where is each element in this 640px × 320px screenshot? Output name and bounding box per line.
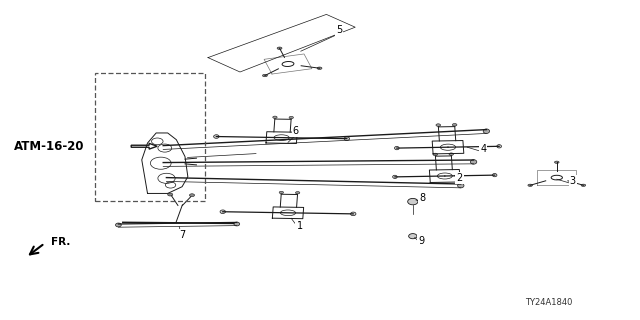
Bar	[95, 73, 205, 201]
Text: FR.: FR.	[51, 237, 70, 247]
Ellipse shape	[289, 116, 293, 119]
Ellipse shape	[214, 135, 219, 138]
Ellipse shape	[458, 183, 464, 188]
Ellipse shape	[351, 212, 356, 216]
Ellipse shape	[115, 223, 122, 227]
Ellipse shape	[581, 184, 586, 187]
Ellipse shape	[452, 124, 457, 126]
Text: 2: 2	[456, 172, 463, 183]
Ellipse shape	[220, 210, 225, 213]
Ellipse shape	[497, 145, 502, 148]
Text: TY24A1840: TY24A1840	[525, 298, 573, 307]
Ellipse shape	[408, 198, 418, 205]
Ellipse shape	[554, 161, 559, 164]
Ellipse shape	[279, 191, 284, 194]
Text: 4: 4	[480, 144, 486, 154]
Text: ATM-16-20: ATM-16-20	[14, 140, 84, 153]
Ellipse shape	[296, 192, 300, 194]
Ellipse shape	[317, 67, 322, 69]
Text: 7: 7	[179, 230, 186, 240]
Ellipse shape	[394, 147, 399, 150]
Ellipse shape	[393, 175, 397, 179]
Ellipse shape	[273, 116, 277, 118]
Text: 1: 1	[296, 220, 303, 231]
Ellipse shape	[492, 173, 497, 177]
Ellipse shape	[234, 222, 240, 226]
Ellipse shape	[436, 124, 440, 126]
Ellipse shape	[433, 153, 438, 156]
Ellipse shape	[262, 74, 268, 77]
Ellipse shape	[528, 184, 532, 187]
Ellipse shape	[277, 47, 282, 50]
Ellipse shape	[483, 129, 490, 133]
Ellipse shape	[168, 193, 173, 196]
Text: 6: 6	[292, 126, 299, 136]
Ellipse shape	[344, 137, 349, 140]
Ellipse shape	[409, 234, 417, 239]
Ellipse shape	[189, 194, 195, 196]
Ellipse shape	[449, 153, 454, 156]
Text: 8: 8	[419, 193, 426, 204]
Text: 9: 9	[418, 236, 424, 246]
Ellipse shape	[470, 160, 477, 164]
Text: 5: 5	[336, 25, 342, 36]
Text: 3: 3	[570, 176, 576, 186]
